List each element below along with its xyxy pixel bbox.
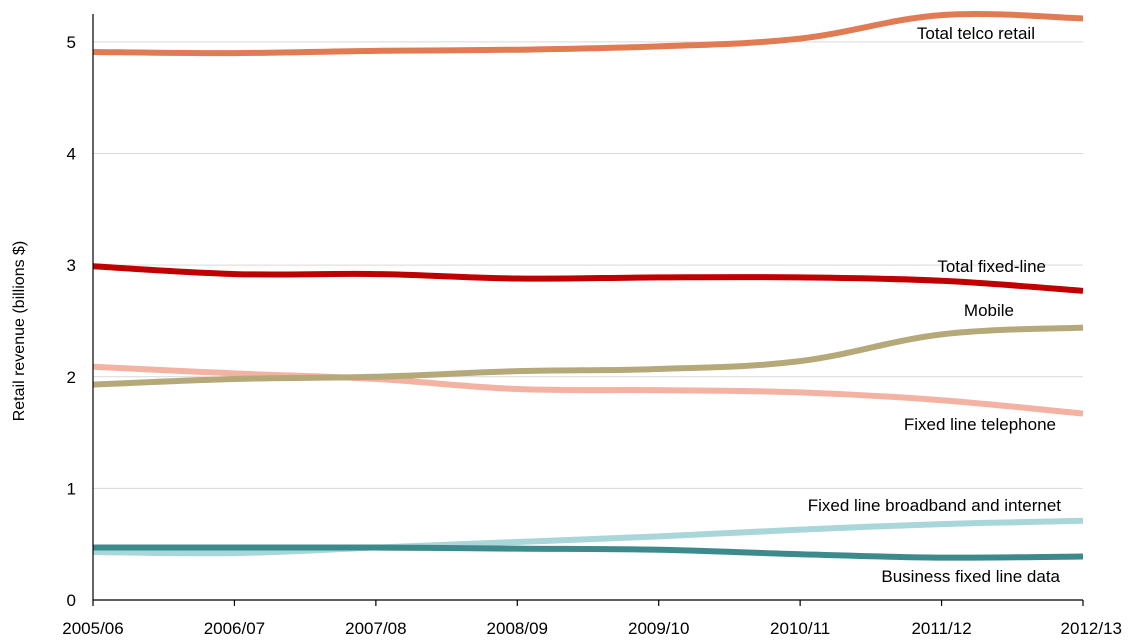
fixed-line-broadband-and-internet-label: Fixed line broadband and internet [808, 496, 1062, 515]
total-fixed-line-line [92, 263, 1084, 294]
y-tick-label: 5 [67, 33, 76, 52]
x-tick-label: 2009/10 [628, 619, 689, 638]
x-tick-label: 2005/06 [62, 619, 123, 638]
fixed-line-telephone-line [92, 363, 1084, 417]
x-tick-label: 2010/11 [770, 619, 830, 638]
x-tick-label: 2011/12 [911, 619, 971, 638]
total-telco-retail-label: Total telco retail [917, 24, 1035, 43]
x-tick-labels: 2005/06 2006/07 2007/08 2008/09 2009/10 2010/… [62, 600, 1122, 638]
y-tick-label: 0 [67, 591, 76, 610]
mobile-line [92, 324, 1084, 388]
x-tick-label: 2007/08 [345, 619, 406, 638]
business-fixed-line-data-label: Business fixed line data [881, 567, 1060, 586]
axes [92, 14, 1083, 601]
business-fixed-line-data-line [93, 544, 1084, 561]
y-tick-label: 4 [67, 145, 76, 164]
y-tick-label: 1 [67, 479, 76, 498]
y-tick-label: 2 [67, 368, 76, 387]
total-fixed-line-label: Total fixed-line [937, 257, 1046, 276]
fixed-line-telephone-label: Fixed line telephone [904, 415, 1056, 434]
y-tick-label: 3 [67, 256, 76, 275]
x-tick-label: 2012/13 [1061, 619, 1122, 638]
series-lines [92, 11, 1084, 561]
x-tick-label: 2006/07 [204, 619, 265, 638]
x-tick-label: 2008/09 [487, 619, 548, 638]
y-axis-title: Retail revenue (billions $) [11, 241, 28, 422]
total-telco-retail-line [92, 11, 1084, 57]
fixed-line-broadband-and-internet-line [92, 517, 1084, 557]
mobile-label: Mobile [964, 301, 1014, 320]
series-labels: Total telco retail Total fixed-line Mobile… [808, 24, 1062, 586]
y-tick-labels: 0 1 2 3 4 5 [67, 33, 76, 610]
